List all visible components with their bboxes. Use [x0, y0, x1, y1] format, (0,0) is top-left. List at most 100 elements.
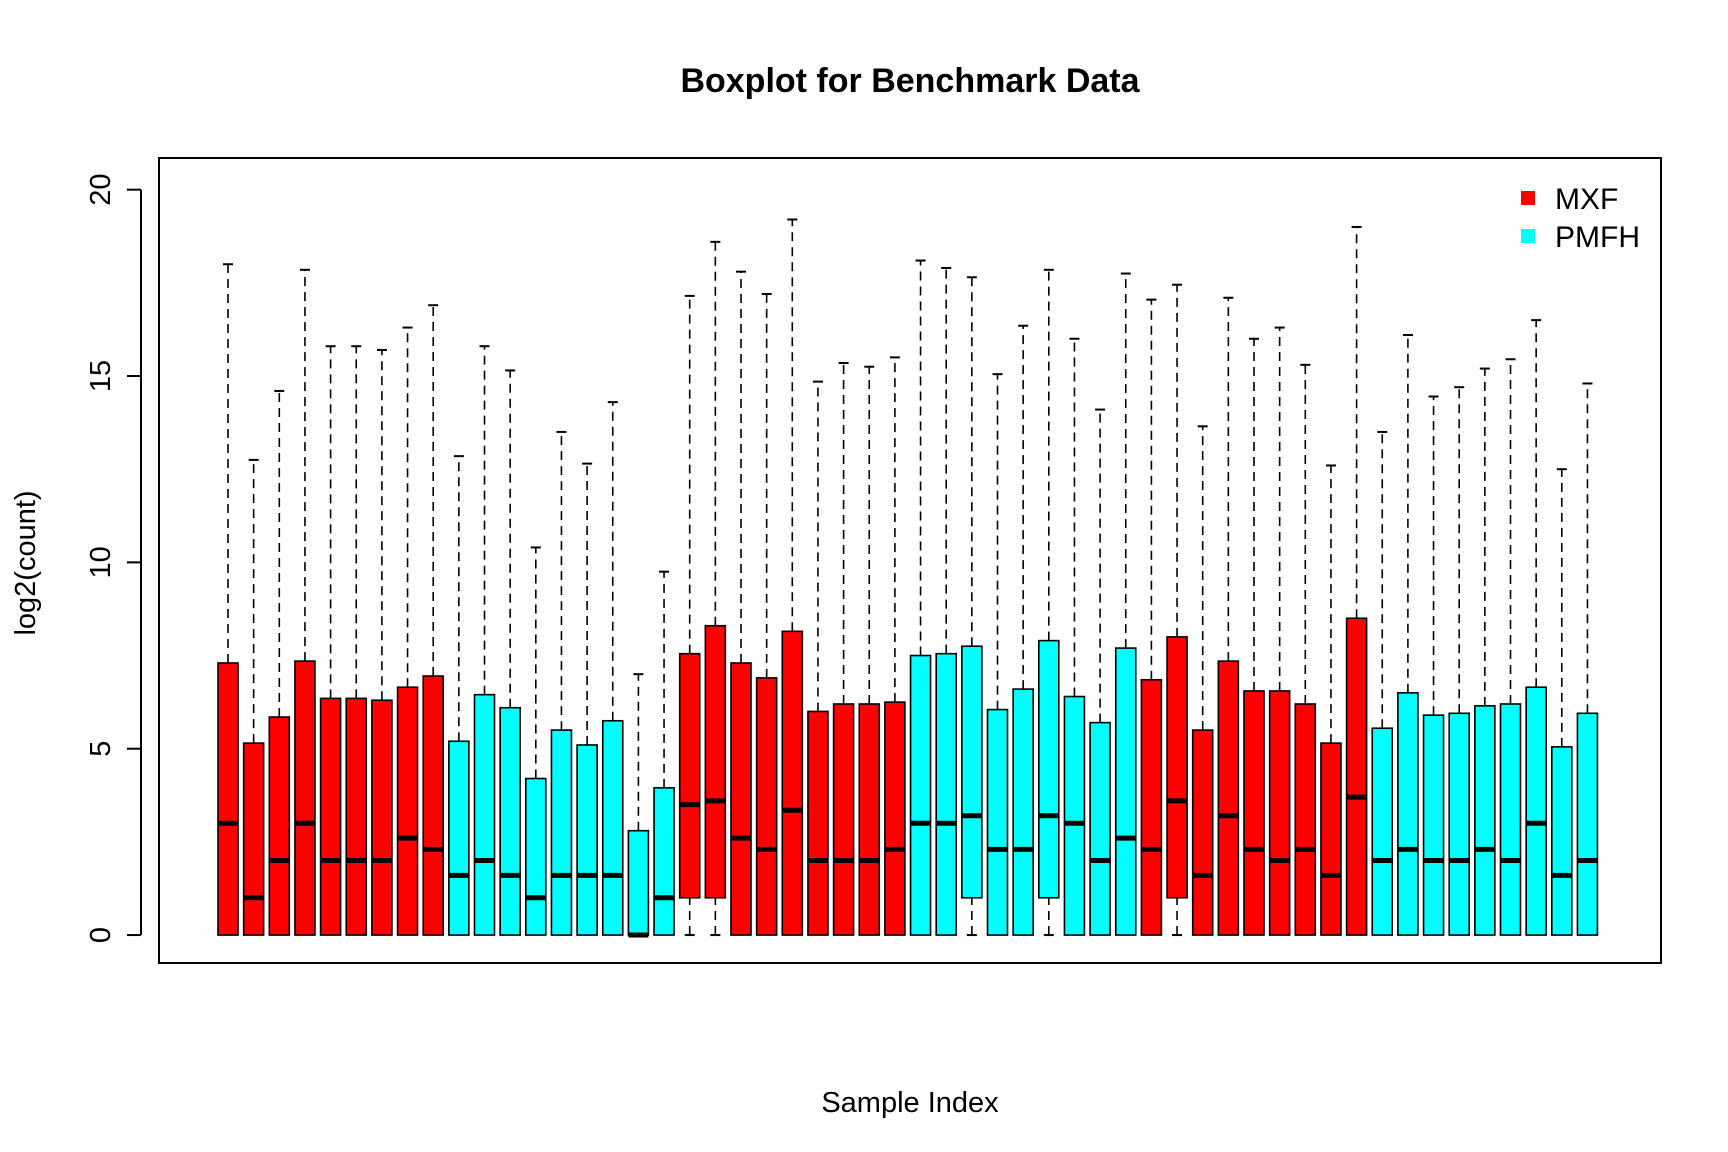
box-sample-42 — [1268, 326, 1291, 936]
legend-swatch-mxf — [1521, 191, 1535, 205]
box-body — [1243, 690, 1265, 936]
box-sample-4 — [294, 268, 316, 936]
box-body — [242, 742, 265, 936]
box-body — [294, 660, 316, 936]
box-body — [1320, 742, 1342, 936]
box-sample-18 — [653, 570, 675, 936]
box-body — [1268, 690, 1291, 936]
box-body — [1525, 686, 1547, 936]
y-tick-label-20: 20 — [85, 174, 117, 206]
box-body — [345, 697, 368, 936]
box-sample-20 — [704, 240, 727, 937]
box-sample-10 — [448, 455, 470, 936]
y-tick-label-10: 10 — [85, 546, 117, 578]
box-body — [473, 693, 496, 936]
y-axis-label: log2(count) — [10, 490, 42, 635]
plot-frame — [158, 157, 1662, 964]
box-sample-33 — [1038, 268, 1060, 937]
box-body — [1012, 688, 1034, 936]
box-sample-37 — [1140, 298, 1163, 936]
legend-label-mxf: MXF — [1555, 183, 1618, 216]
box-body — [1038, 639, 1060, 899]
box-sample-2 — [242, 458, 265, 936]
chart-title: Boxplot for Benchmark Data — [680, 62, 1140, 100]
box-sample-49 — [1448, 386, 1470, 936]
box-sample-31 — [986, 373, 1009, 936]
box-sample-38 — [1166, 283, 1188, 937]
box-body — [704, 624, 727, 899]
y-tick-label-0: 0 — [85, 927, 117, 943]
box-body — [755, 677, 778, 936]
box-body — [1551, 746, 1573, 936]
box-sample-9 — [422, 304, 445, 936]
box-body — [1191, 729, 1214, 936]
box-sample-48 — [1422, 395, 1445, 936]
box-body — [550, 729, 573, 936]
x-axis-label: Sample Index — [821, 1087, 999, 1119]
box-sample-19 — [678, 294, 701, 937]
box-body — [678, 652, 701, 899]
box-body — [601, 719, 624, 936]
box-body — [1294, 703, 1317, 936]
box-body — [1397, 692, 1419, 936]
box-body — [1063, 695, 1086, 936]
box-body — [499, 706, 521, 936]
box-body — [1576, 712, 1599, 936]
box-sample-1 — [217, 263, 239, 936]
box-sample-27 — [884, 356, 906, 936]
box-body — [986, 708, 1009, 936]
box-body — [832, 703, 855, 936]
box-body — [371, 699, 393, 936]
box-sample-34 — [1063, 337, 1086, 936]
y-tick-label-15: 15 — [85, 360, 117, 392]
box-sample-12 — [499, 369, 521, 936]
box-sample-5 — [319, 345, 342, 936]
box-sample-3 — [268, 389, 291, 936]
box-sample-21 — [730, 270, 752, 936]
box-body — [1371, 727, 1394, 936]
box-body — [884, 701, 906, 936]
box-body — [448, 740, 470, 936]
box-sample-15 — [576, 462, 598, 936]
box-body — [1166, 636, 1188, 899]
box-sample-35 — [1089, 408, 1111, 936]
box-body — [396, 686, 419, 936]
box-sample-51 — [1499, 358, 1522, 936]
box-sample-36 — [1114, 272, 1137, 936]
box-body — [961, 645, 983, 899]
box-body — [217, 662, 239, 936]
legend-swatch-pmfh — [1521, 229, 1535, 243]
box-sample-22 — [755, 293, 778, 936]
box-sample-23 — [781, 218, 804, 936]
box-sample-16 — [601, 401, 624, 936]
box-body — [807, 710, 829, 936]
box-sample-41 — [1243, 337, 1265, 936]
box-body — [627, 829, 650, 936]
box-sample-45 — [1345, 225, 1368, 936]
box-body — [1345, 617, 1368, 936]
box-sample-13 — [524, 546, 547, 936]
box-body — [909, 654, 932, 936]
box-body — [1140, 678, 1163, 936]
box-sample-14 — [550, 430, 573, 936]
box-sample-47 — [1397, 334, 1419, 936]
box-body — [576, 744, 598, 936]
box-body — [1217, 660, 1240, 936]
box-sample-11 — [473, 345, 496, 936]
y-tick-label-5: 5 — [85, 741, 117, 757]
box-sample-53 — [1551, 468, 1573, 936]
box-body — [781, 630, 804, 936]
box-body — [858, 703, 881, 936]
box-body — [1499, 703, 1522, 936]
box-body — [730, 662, 752, 936]
box-sample-28 — [909, 259, 932, 936]
box-body — [422, 675, 445, 936]
legend: MXF PMFH — [1521, 183, 1640, 254]
box-sample-44 — [1320, 464, 1342, 936]
box-sample-46 — [1371, 430, 1394, 936]
box-sample-43 — [1294, 363, 1317, 936]
box-body — [1089, 721, 1111, 936]
box-sample-50 — [1474, 367, 1496, 936]
boxes-group — [217, 218, 1599, 938]
box-body — [935, 652, 958, 936]
